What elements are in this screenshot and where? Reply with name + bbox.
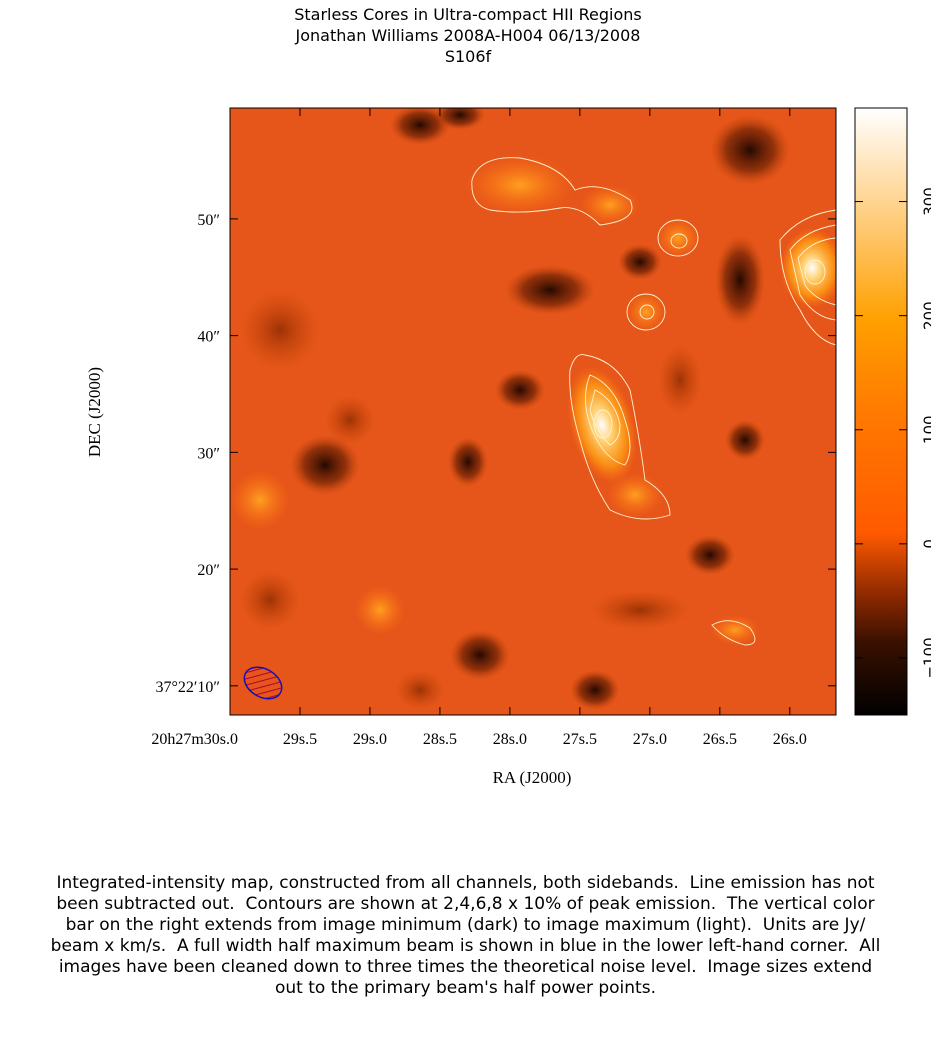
x-tick-label: 29s.5 xyxy=(283,731,317,748)
x-tick-label: 27s.5 xyxy=(563,731,597,748)
y-tick-label: 30″ xyxy=(197,445,220,462)
intensity-map xyxy=(230,108,836,715)
caption-line: out to the primary beam's half power poi… xyxy=(275,978,656,998)
colorbar-tick-label: 100 xyxy=(921,415,931,444)
colorbar-tick-label: 200 xyxy=(921,301,931,330)
x-tick-label: 28s.5 xyxy=(423,731,457,748)
subtitle: Jonathan Williams 2008A-H004 06/13/2008 xyxy=(295,26,641,45)
caption-line: images have been cleaned down to three t… xyxy=(58,957,873,977)
caption: Integrated-intensity map, constructed fr… xyxy=(0,873,931,999)
y-tick-label: 50″ xyxy=(197,212,220,229)
x-tick-label: 26s.5 xyxy=(703,731,737,748)
title: Starless Cores in Ultra-compact HII Regi… xyxy=(294,5,642,24)
colorbar-tick-label: −100 xyxy=(921,637,931,678)
colorbar-tick-label: 0 xyxy=(921,539,931,549)
plot-frame xyxy=(229,107,837,716)
colorbar-tick-label: 300 xyxy=(921,187,931,216)
y-axis-label: DEC (J2000) xyxy=(85,367,104,457)
x-tick-label: 27s.0 xyxy=(633,731,667,748)
source-name: S106f xyxy=(445,47,492,66)
caption-line: been subtracted out. Contours are shown … xyxy=(56,894,875,914)
beam xyxy=(243,666,283,700)
y-tick-label: 20″ xyxy=(197,562,220,579)
colorbar xyxy=(854,107,908,716)
x-tick-label: 20h27m30s.0 xyxy=(151,731,238,748)
caption-line: Integrated-intensity map, constructed fr… xyxy=(56,873,875,893)
x-tick-label: 29s.0 xyxy=(353,731,387,748)
x-tick-label: 26s.0 xyxy=(773,731,807,748)
y-tick-label: 40″ xyxy=(197,329,220,346)
x-axis-label: RA (J2000) xyxy=(493,768,572,787)
caption-line: beam x km/s. A full width half maximum b… xyxy=(50,936,881,956)
chart: Starless Cores in Ultra-compact HII Regi… xyxy=(85,5,931,787)
x-tick-label: 28s.0 xyxy=(493,731,527,748)
caption-line: bar on the right extends from image mini… xyxy=(65,915,866,935)
y-tick-label: 37°22′10″ xyxy=(155,679,220,696)
